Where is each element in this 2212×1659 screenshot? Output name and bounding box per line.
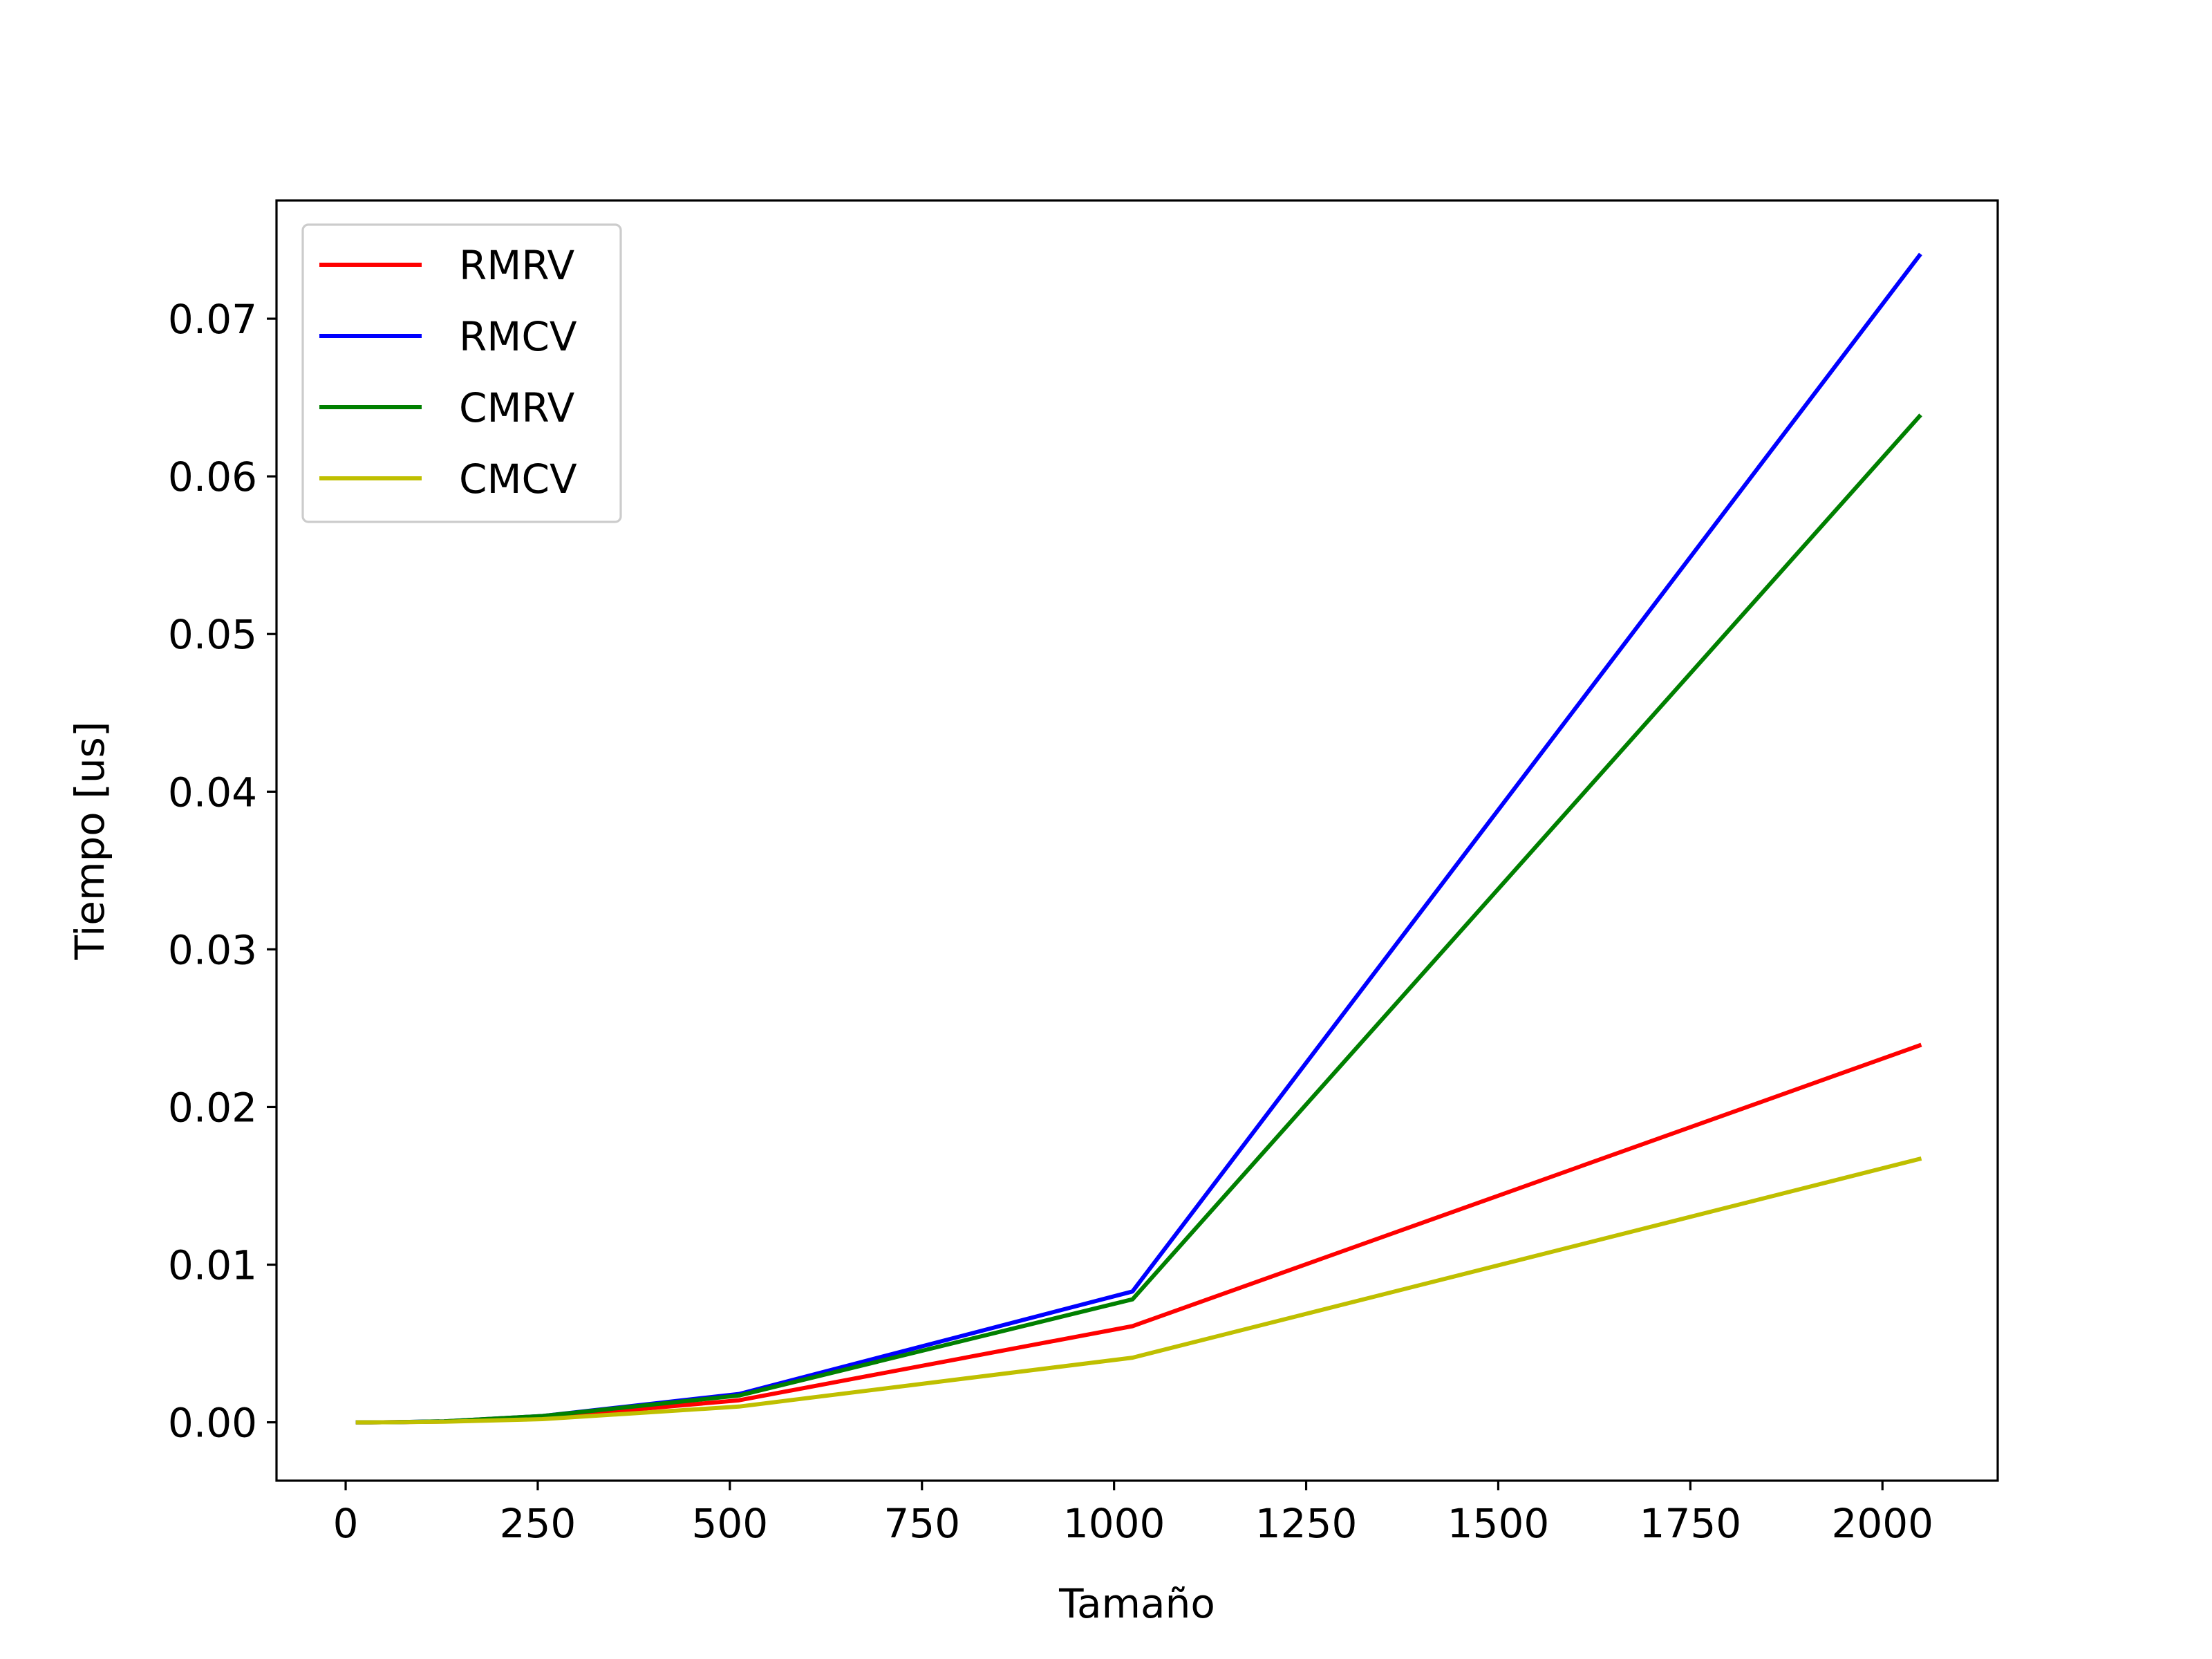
legend-label-rmcv: RMCV bbox=[459, 313, 577, 360]
legend-label-rmrv: RMRV bbox=[459, 242, 574, 289]
y-tick-label: 0.03 bbox=[168, 926, 257, 973]
x-tick-label: 0 bbox=[333, 1500, 359, 1547]
y-tick-label: 0.01 bbox=[168, 1242, 257, 1289]
legend-label-cmrv: CMRV bbox=[459, 384, 575, 431]
legend-box bbox=[301, 223, 622, 523]
x-tick-label: 1750 bbox=[1640, 1500, 1742, 1547]
y-tick-label: 0.05 bbox=[168, 611, 257, 658]
legend: RMRV RMCV CMRV CMCV bbox=[301, 223, 622, 523]
axes-frame bbox=[275, 199, 1999, 1482]
x-tick-label: 750 bbox=[883, 1500, 960, 1547]
y-axis-label: Tiempo [us] bbox=[66, 722, 113, 961]
y-tick-label: 0.04 bbox=[168, 769, 257, 816]
y-tick-label: 0.00 bbox=[168, 1400, 257, 1447]
x-tick-label: 1250 bbox=[1255, 1500, 1358, 1547]
x-tick-label: 250 bbox=[500, 1500, 577, 1547]
series-line-cmcv bbox=[355, 1156, 1922, 1425]
legend-label-cmcv: CMCV bbox=[459, 456, 577, 503]
x-tick-label: 500 bbox=[691, 1500, 768, 1547]
y-axis-ticks: 0.00 0.01 0.02 0.03 0.04 0.05 0.06 0.07 bbox=[168, 296, 276, 1447]
y-tick-label: 0.07 bbox=[168, 296, 257, 343]
x-axis-label: Tamaño bbox=[1058, 1580, 1215, 1627]
x-tick-label: 2000 bbox=[1831, 1500, 1933, 1547]
y-tick-label: 0.02 bbox=[168, 1084, 257, 1131]
x-tick-label: 1000 bbox=[1063, 1500, 1165, 1547]
x-tick-label: 1500 bbox=[1447, 1500, 1550, 1547]
series-lines bbox=[355, 252, 1922, 1425]
x-axis-ticks: 0 250 500 750 1000 1250 1500 1750 2000 bbox=[333, 1481, 1933, 1547]
y-tick-label: 0.06 bbox=[168, 453, 257, 500]
